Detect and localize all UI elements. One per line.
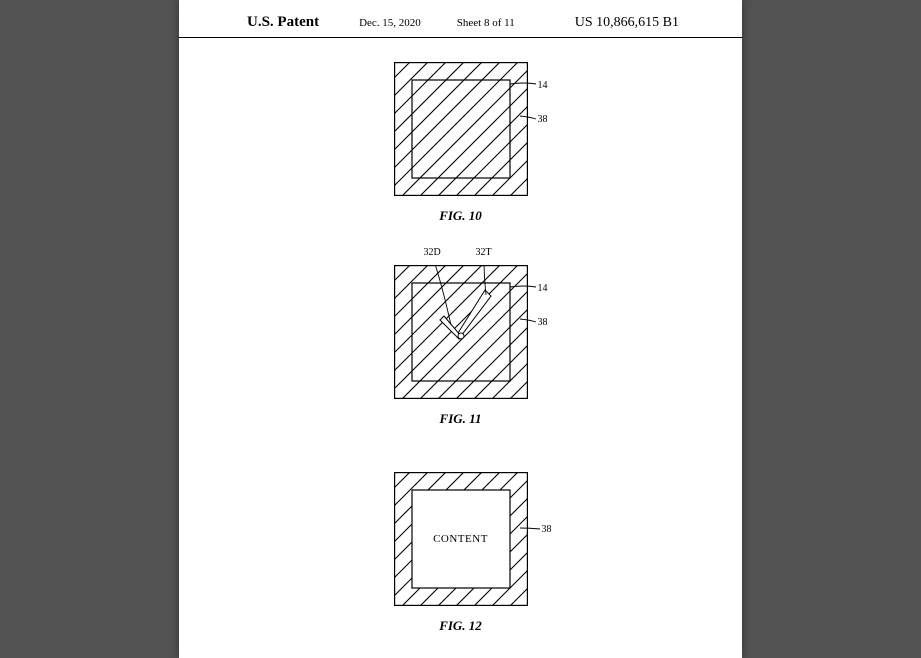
content-text: CONTENT — [433, 533, 488, 545]
callout-32t: 32T — [476, 247, 492, 258]
figure-12-drawing: CONTENT 38 — [394, 472, 528, 606]
figure-12-block: CONTENT 38 FIG. 12 — [179, 472, 742, 634]
callout-38: 38 — [542, 524, 552, 535]
figure-11-block: 32D 32T — [179, 247, 742, 427]
header-number: US 10,866,615 B1 — [575, 15, 679, 31]
callout-32d: 32D — [424, 247, 441, 258]
figure-10-drawing: 14 38 — [394, 62, 528, 196]
header-date: Dec. 15, 2020 — [359, 17, 421, 29]
figure-11-svg — [394, 265, 554, 399]
callout-38: 38 — [538, 114, 548, 125]
page-header: U.S. Patent Dec. 15, 2020 Sheet 8 of 11 … — [179, 14, 742, 38]
figure-10-block: 14 38 FIG. 10 — [179, 62, 742, 224]
figure-11-drawing: 14 38 — [394, 265, 528, 399]
watch-hand-tall-icon — [458, 290, 491, 336]
patent-page: U.S. Patent Dec. 15, 2020 Sheet 8 of 11 … — [179, 0, 742, 658]
figure-11-top-callouts: 32D 32T — [394, 247, 528, 265]
callout-38: 38 — [538, 317, 548, 328]
figure-10-svg — [394, 62, 554, 196]
header-sheet: Sheet 8 of 11 — [457, 17, 515, 29]
figure-11-label: FIG. 11 — [440, 411, 482, 427]
header-patent: U.S. Patent — [247, 14, 319, 31]
figure-12-label: FIG. 12 — [439, 618, 482, 634]
callout-14: 14 — [538, 80, 548, 91]
watch-pivot-icon — [458, 333, 464, 339]
figure-10-label: FIG. 10 — [439, 208, 482, 224]
callout-14: 14 — [538, 283, 548, 294]
